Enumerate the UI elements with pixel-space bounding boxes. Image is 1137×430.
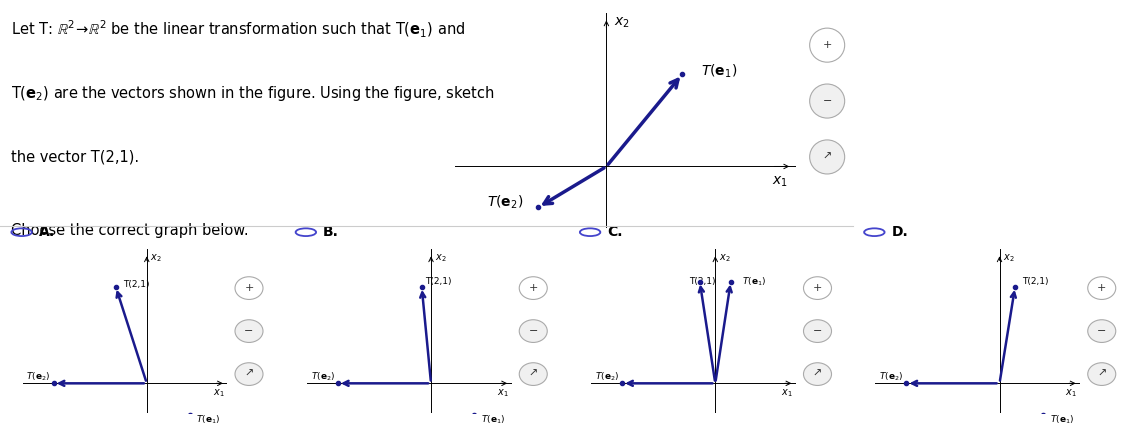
Circle shape — [810, 28, 845, 62]
Text: +: + — [822, 40, 832, 50]
Circle shape — [804, 320, 831, 342]
Text: $x_2$: $x_2$ — [1003, 252, 1015, 264]
Text: D.: D. — [891, 225, 908, 239]
Text: T$(\mathbf{e}_2)$: T$(\mathbf{e}_2)$ — [595, 371, 620, 383]
Text: T(2,1): T(2,1) — [425, 277, 451, 286]
Text: T$(\mathbf{e}_1)$: T$(\mathbf{e}_1)$ — [197, 414, 221, 426]
Circle shape — [1088, 320, 1115, 342]
Text: $x_1$: $x_1$ — [1065, 387, 1077, 399]
Text: $x_1$: $x_1$ — [213, 387, 224, 399]
Text: ↗: ↗ — [813, 369, 822, 379]
Text: T$(\mathbf{e}_1)$: T$(\mathbf{e}_1)$ — [481, 414, 505, 426]
Circle shape — [520, 320, 547, 342]
Text: B.: B. — [323, 225, 339, 239]
Text: A.: A. — [39, 225, 55, 239]
Circle shape — [1088, 363, 1115, 385]
Circle shape — [235, 277, 263, 299]
Circle shape — [520, 277, 547, 299]
Text: −: − — [813, 326, 822, 336]
Text: T$(\mathbf{e}_1)$: T$(\mathbf{e}_1)$ — [1051, 414, 1074, 426]
Text: ↗: ↗ — [1097, 369, 1106, 379]
Text: −: − — [1097, 326, 1106, 336]
Text: the vector T(2,1).: the vector T(2,1). — [11, 149, 140, 164]
Text: T($\mathbf{e}_2$) are the vectors shown in the figure. Using the figure, sketch: T($\mathbf{e}_2$) are the vectors shown … — [11, 84, 495, 103]
Circle shape — [520, 363, 547, 385]
Text: Let T: $\mathbb{R}^2 \!\rightarrow\! \mathbb{R}^2$ be the linear transformation : Let T: $\mathbb{R}^2 \!\rightarrow\! \ma… — [11, 18, 465, 40]
Text: +: + — [813, 283, 822, 293]
Text: C.: C. — [607, 225, 623, 239]
Text: −: − — [822, 96, 832, 106]
Text: T$(\mathbf{e}_2)$: T$(\mathbf{e}_2)$ — [26, 371, 51, 383]
Text: ↗: ↗ — [822, 152, 832, 162]
Text: T$(\mathbf{e}_1)$: T$(\mathbf{e}_1)$ — [702, 63, 738, 80]
Text: ↗: ↗ — [529, 369, 538, 379]
Text: T$(\mathbf{e}_1)$: T$(\mathbf{e}_1)$ — [742, 275, 766, 288]
Text: $x_2$: $x_2$ — [719, 252, 731, 264]
Text: T(2,1): T(2,1) — [689, 277, 715, 286]
Circle shape — [235, 363, 263, 385]
Circle shape — [810, 84, 845, 118]
Circle shape — [804, 277, 831, 299]
Text: −: − — [529, 326, 538, 336]
Text: ↗: ↗ — [244, 369, 254, 379]
Text: T$(\mathbf{e}_2)$: T$(\mathbf{e}_2)$ — [487, 194, 523, 211]
Text: +: + — [244, 283, 254, 293]
Circle shape — [804, 363, 831, 385]
Text: −: − — [244, 326, 254, 336]
Circle shape — [235, 320, 263, 342]
Text: $x_1$: $x_1$ — [781, 387, 792, 399]
Text: $x_2$: $x_2$ — [150, 252, 163, 264]
Text: T(2,1): T(2,1) — [1022, 277, 1049, 286]
Text: +: + — [529, 283, 538, 293]
Text: T$(\mathbf{e}_2)$: T$(\mathbf{e}_2)$ — [879, 371, 904, 383]
Circle shape — [1088, 277, 1115, 299]
Text: $x_1$: $x_1$ — [772, 174, 788, 188]
Text: +: + — [1097, 283, 1106, 293]
Text: Choose the correct graph below.: Choose the correct graph below. — [11, 223, 249, 237]
Text: $x_2$: $x_2$ — [434, 252, 447, 264]
Text: $x_1$: $x_1$ — [497, 387, 508, 399]
Text: T$(\mathbf{e}_2)$: T$(\mathbf{e}_2)$ — [310, 371, 335, 383]
Text: T(2,1): T(2,1) — [123, 280, 150, 289]
Circle shape — [810, 140, 845, 174]
Text: $x_2$: $x_2$ — [614, 15, 630, 30]
